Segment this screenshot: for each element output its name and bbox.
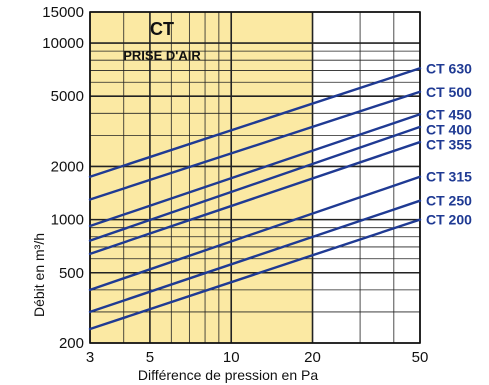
series-line: [88, 218, 422, 331]
x-tick-label: 3: [86, 349, 94, 366]
chart-subtitle: PRISE D'AIR: [123, 48, 201, 63]
y-tick-label: 5000: [51, 88, 84, 105]
series-lines: [88, 67, 422, 331]
series-label: CT 250: [426, 193, 472, 209]
series-line: [88, 113, 422, 228]
x-tick-label: 5: [146, 349, 154, 366]
series-line: [88, 125, 422, 242]
x-tick-label: 50: [412, 349, 429, 366]
series-label: CT 200: [426, 212, 472, 228]
y-tick-label: 10000: [42, 35, 84, 52]
y-tick-label: 1000: [51, 212, 84, 229]
chart-title: CT: [150, 19, 174, 39]
series-line: [88, 90, 422, 201]
series-label: CT 630: [426, 60, 472, 76]
series-label: CT 500: [426, 84, 472, 100]
series-line: [88, 199, 422, 314]
y-tick-label: 15000: [42, 4, 84, 21]
series-label: CT 315: [426, 169, 472, 185]
series-label: CT 450: [426, 106, 472, 122]
series-label: CT 400: [426, 121, 472, 137]
series-line: [88, 140, 422, 256]
y-tick-label: 500: [59, 265, 84, 282]
y-tick-labels: 200 500 1000 2000 5000 10000 15000: [42, 4, 84, 352]
x-tick-labels: 3 5 10 20 50: [86, 349, 429, 366]
y-tick-label: 2000: [51, 158, 84, 175]
x-gridlines: [89, 12, 421, 343]
y-axis-label: Débit en m³/h: [31, 233, 47, 317]
series-label: CT 355: [426, 136, 472, 152]
y-tick-label: 200: [59, 335, 84, 352]
series-line: [88, 67, 422, 178]
series-line: [88, 175, 422, 292]
x-tick-label: 20: [304, 349, 321, 366]
x-tick-label: 10: [223, 349, 240, 366]
x-axis-label: Différence de pression en Pa: [138, 367, 319, 383]
